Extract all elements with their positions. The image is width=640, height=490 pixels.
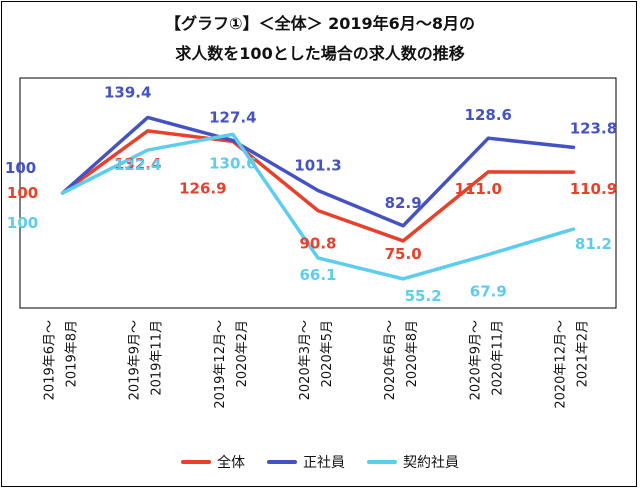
x-tick-label: 2019年12月～: [213, 320, 228, 409]
x-tick-label: 2021年2月: [575, 320, 590, 387]
data-label: 132.4: [114, 155, 161, 173]
data-label: 128.6: [465, 106, 512, 124]
legend-swatch: [367, 460, 397, 464]
data-label: 90.8: [299, 235, 336, 253]
x-tick-label: 2020年9月～: [468, 320, 483, 400]
series-line-1: [60, 115, 576, 228]
data-label: 81.2: [575, 235, 612, 253]
chart-legend: 全体 正社員 契約社員: [0, 452, 640, 472]
x-tick-label: 2019年8月: [65, 320, 80, 387]
x-tick-label: 2019年6月～: [43, 320, 58, 400]
data-label: 126.9: [179, 179, 226, 197]
data-label: 67.9: [470, 283, 507, 301]
data-label: 122.4: [114, 156, 161, 174]
series-line-0: [60, 129, 576, 243]
chart-title: 【グラフ①】＜全体＞ 2019年6月～8月の: [165, 14, 475, 33]
x-tick-label: 2020年11月: [490, 320, 505, 396]
data-label: 66.1: [299, 266, 336, 284]
data-label: 123.8: [570, 119, 617, 137]
data-label: 82.9: [385, 194, 422, 212]
legend-swatch: [267, 460, 297, 464]
data-label: 55.2: [405, 287, 442, 305]
x-tick-label: 2020年5月: [320, 320, 335, 387]
legend-item: 契約社員: [367, 452, 459, 472]
data-label: 100: [5, 159, 36, 177]
data-label: 101.3: [294, 157, 341, 175]
legend-label: 全体: [217, 455, 245, 471]
x-tick-label: 2020年3月～: [298, 320, 313, 400]
data-label: 111.0: [455, 180, 502, 198]
x-tick-label: 2020年2月: [235, 320, 250, 387]
chart-subtitle: 求人数を100とした場合の求人数の推移: [175, 44, 465, 63]
x-tick-label: 2019年9月～: [128, 320, 143, 400]
legend-label: 契約社員: [403, 455, 459, 471]
x-tick-label: 2020年6月～: [383, 320, 398, 400]
data-label: 110.9: [570, 180, 617, 198]
data-label: 100: [7, 214, 38, 232]
x-tick-label: 2020年8月: [405, 320, 420, 387]
data-label: 130.6: [209, 154, 256, 172]
x-tick-label: 2019年11月: [150, 320, 165, 396]
data-label: 127.4: [209, 108, 256, 126]
data-label: 100: [7, 184, 38, 202]
series-line-2: [60, 132, 576, 281]
data-label: 139.4: [104, 83, 151, 101]
legend-item: 正社員: [267, 452, 345, 472]
plot-area: [19, 77, 617, 309]
legend-label: 正社員: [303, 455, 345, 471]
data-label: 75.0: [385, 245, 422, 263]
legend-item: 全体: [181, 452, 245, 472]
x-tick-label: 2020年12月～: [553, 320, 568, 409]
legend-swatch: [181, 460, 211, 464]
